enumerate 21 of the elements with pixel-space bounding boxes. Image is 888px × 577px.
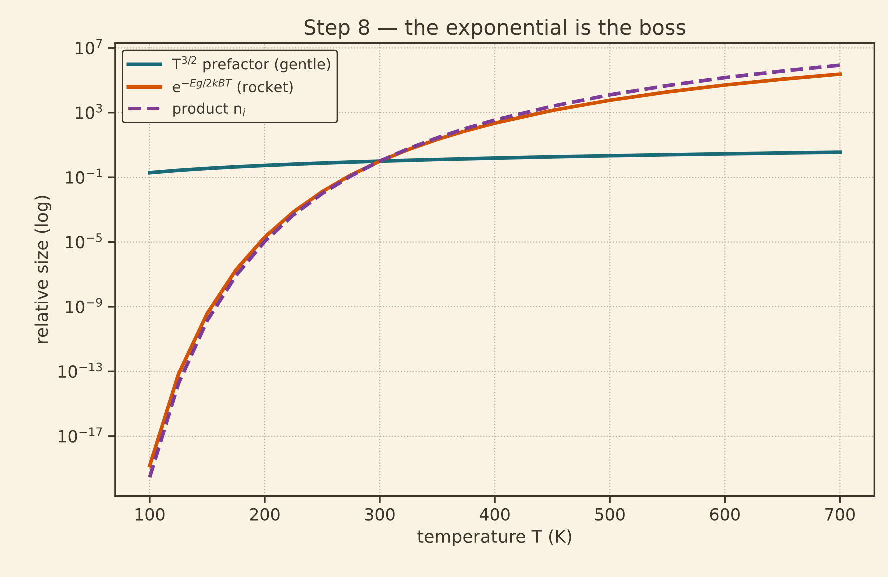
legend-label: product n$_{i}$ <box>174 102 246 117</box>
x-tick-label: 300 <box>365 508 395 521</box>
y-tick-label: 10$^{3}$ <box>76 104 102 120</box>
x-axis-title: temperature T (K) <box>418 530 572 547</box>
x-tick-label: 400 <box>480 508 510 521</box>
y-tick-label: 10$^{−1}$ <box>66 168 102 184</box>
x-tick-label: 600 <box>710 508 740 521</box>
x-tick-label: 200 <box>250 508 280 521</box>
y-tick-label: 10$^{−5}$ <box>66 234 102 249</box>
x-tick-label: 500 <box>595 508 625 521</box>
y-tick-label: 10$^{7}$ <box>76 39 102 55</box>
legend-label: e$^{−Eg/2kBT}$ (rocket) <box>173 79 293 94</box>
chart-title: Step 8 — the exponential is the boss <box>304 19 686 40</box>
y-tick-label: 10$^{−9}$ <box>66 298 102 314</box>
x-tick-label: 100 <box>136 508 165 521</box>
line-series <box>148 150 842 175</box>
y-axis-title: relative size (log) <box>34 196 52 344</box>
y-tick-label: 10$^{−13}$ <box>58 362 102 378</box>
x-tick-label: 700 <box>826 508 855 521</box>
legend-label: T$^{3/2}$ prefactor (gentle) <box>172 56 330 73</box>
y-tick-label: 10$^{−17}$ <box>58 428 102 443</box>
